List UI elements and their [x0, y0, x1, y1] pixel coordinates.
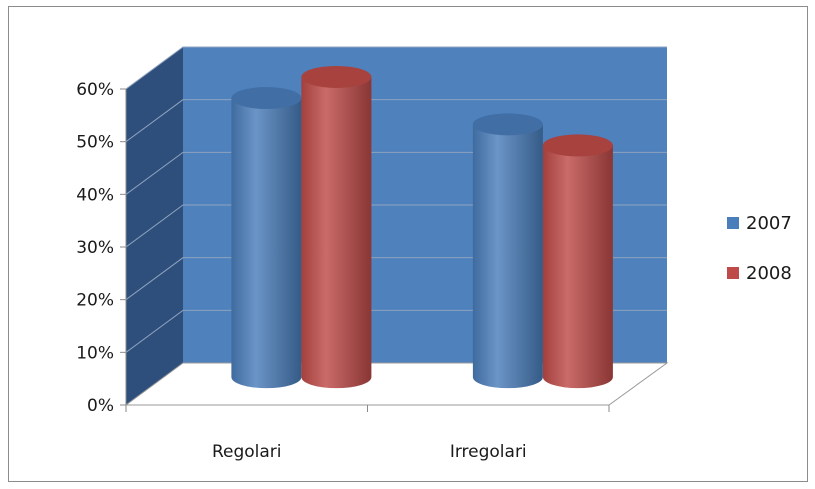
bar-top	[542, 134, 613, 157]
bar-body	[301, 76, 372, 389]
bar-top	[231, 87, 302, 110]
chart-frame: 0% 10% 20% 30% 40% 50% 60% Regolari Irregolari 2…	[8, 6, 808, 482]
bar-body	[231, 98, 302, 389]
y-tick-label: 20%	[76, 291, 114, 311]
legend-label: 2007	[746, 213, 792, 234]
bar-top	[472, 113, 543, 136]
gridline	[125, 46, 667, 90]
category-label: Regolari	[212, 442, 282, 462]
category-label: Irregolari	[450, 442, 527, 462]
y-tick-label: 60%	[76, 80, 114, 100]
legend-entry: 2007	[727, 213, 792, 234]
bar	[472, 113, 543, 389]
bar-body	[542, 145, 613, 389]
bar	[231, 87, 302, 389]
y-tick-label: 0%	[87, 396, 114, 416]
y-tick-label: 30%	[76, 238, 114, 258]
legend-swatch	[727, 267, 739, 279]
y-tick-label: 40%	[76, 185, 114, 205]
chart-svg: 0% 10% 20% 30% 40% 50% 60% Regolari Irregolari 2…	[76, 46, 792, 462]
legend-entry: 2008	[727, 263, 792, 284]
bar	[301, 65, 372, 389]
legend-label: 2008	[746, 263, 792, 284]
bar	[542, 134, 613, 389]
y-tick-label: 50%	[76, 133, 114, 153]
bar-top	[301, 65, 372, 88]
legend-swatch	[727, 217, 739, 229]
bar-body	[472, 124, 543, 389]
gridline	[125, 99, 667, 143]
y-tick-label: 10%	[76, 343, 114, 363]
